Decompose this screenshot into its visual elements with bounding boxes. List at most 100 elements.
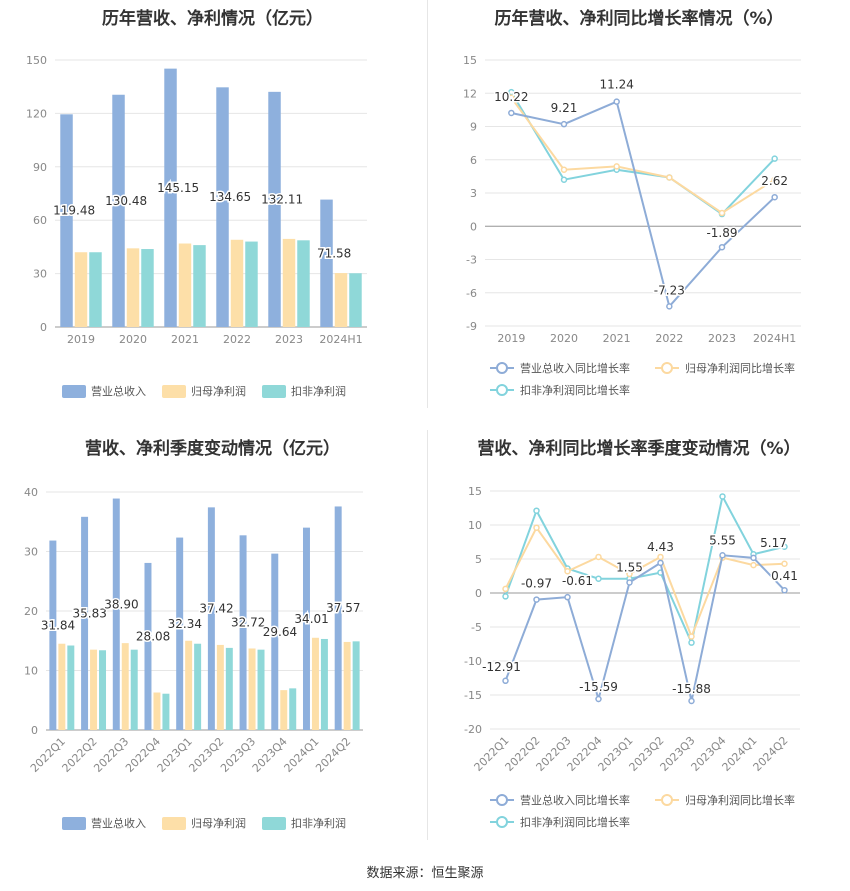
bar <box>130 649 138 730</box>
data-point <box>657 553 664 561</box>
series-line <box>504 525 785 640</box>
y-tick-label: 30 <box>33 268 47 281</box>
x-tick-label: 2022 <box>223 333 251 346</box>
y-tick-label: 5 <box>475 553 482 566</box>
bar-value-label: 35.83 <box>73 606 107 620</box>
y-tick-label: 20 <box>24 605 38 618</box>
bar <box>90 649 98 730</box>
bar <box>178 243 192 327</box>
data-point <box>502 677 509 685</box>
bar <box>239 535 247 730</box>
legend-swatch <box>162 817 186 830</box>
bar-value-label: 29.64 <box>263 625 297 639</box>
bar-value-label: 130.48 <box>105 194 147 208</box>
legend-marker <box>496 794 508 806</box>
series-line <box>510 97 776 215</box>
legend-label: 营业总收入同比增长率 <box>520 361 630 375</box>
bar <box>320 199 333 327</box>
bar-value-label: 32.34 <box>168 617 202 631</box>
data-point <box>719 552 726 559</box>
data-point <box>771 155 778 162</box>
legend-label: 归母净利润 <box>191 384 246 398</box>
chart-title: 历年营收、净利同比增长率情况（%） <box>494 9 784 29</box>
y-tick-label: 6 <box>470 154 477 167</box>
y-tick-label: 15 <box>463 54 477 67</box>
chart-title: 营收、净利同比增长率季度变动情况（%） <box>477 439 801 459</box>
data-point <box>719 493 726 500</box>
x-tick-label: 2023 <box>708 332 736 345</box>
data-point <box>560 166 568 173</box>
legend-swatch <box>62 817 86 830</box>
data-point <box>688 633 695 640</box>
bar-value-label: 32.72 <box>231 616 265 630</box>
bar <box>248 648 256 730</box>
chart-title: 营收、净利季度变动情况（亿元） <box>85 439 340 459</box>
bar <box>99 650 107 730</box>
bar <box>49 540 57 730</box>
bar <box>320 638 328 730</box>
bar <box>257 649 265 730</box>
data-label: -0.61 <box>562 574 593 588</box>
legend-marker <box>496 816 508 828</box>
data-label: -0.97 <box>521 577 552 591</box>
x-tick-label: 2020 <box>119 333 147 346</box>
y-tick-label: -20 <box>464 723 482 736</box>
y-tick-label: -9 <box>466 320 477 333</box>
y-tick-label: 30 <box>24 546 38 559</box>
y-tick-label: 9 <box>470 121 477 134</box>
data-point <box>688 639 695 646</box>
bar-value-label: 134.65 <box>209 190 251 204</box>
x-tick-label: 2020 <box>550 332 578 345</box>
legend-label: 营业总收入 <box>91 384 146 398</box>
bar <box>207 507 215 730</box>
bar <box>121 643 129 730</box>
y-tick-label: 90 <box>33 161 47 174</box>
bar <box>81 516 89 730</box>
data-point <box>771 193 778 201</box>
bar <box>216 644 224 730</box>
data-point <box>613 98 620 105</box>
legend-marker <box>496 384 508 396</box>
bar <box>268 91 281 327</box>
bar <box>112 498 120 730</box>
data-point <box>564 593 571 601</box>
data-point <box>657 559 664 567</box>
data-point <box>750 561 757 569</box>
bar <box>141 249 154 327</box>
quarterly-bar-chart: 0102030402022Q12022Q22022Q32022Q42023Q12… <box>24 486 363 830</box>
series-line <box>511 100 776 309</box>
x-tick-label: 2019 <box>497 332 525 345</box>
bar <box>334 506 342 730</box>
bar <box>280 690 288 730</box>
y-tick-label: 15 <box>468 485 482 498</box>
y-tick-label: 0 <box>40 321 47 334</box>
data-point <box>666 174 673 181</box>
annual-bar-panel: 历年营收、净利情况（亿元） 0 30 60 90 120 150 2019 2020 2021 2… <box>0 0 425 410</box>
bar <box>164 68 177 328</box>
bar-value-label: 34.01 <box>294 612 328 626</box>
data-point <box>564 567 571 575</box>
data-label: -15.88 <box>672 682 711 696</box>
series-line <box>504 493 785 646</box>
y-tick-label: -5 <box>471 621 482 634</box>
legend-label: 归母净利润同比增长率 <box>685 793 795 807</box>
data-point <box>688 697 695 705</box>
data-point <box>718 209 726 217</box>
data-label: -12.91 <box>482 660 521 674</box>
data-label: 5.17 <box>760 536 787 550</box>
bar-value-label: 71.58 <box>317 246 351 260</box>
data-point <box>626 570 633 578</box>
data-point <box>666 303 673 310</box>
chart-title: 历年营收、净利情况（亿元） <box>102 9 323 29</box>
bar-value-label: 28.08 <box>136 629 170 643</box>
data-label: -15.59 <box>579 680 618 694</box>
bar <box>343 641 351 730</box>
bar <box>185 640 193 730</box>
bar <box>194 643 202 730</box>
data-point <box>718 243 726 251</box>
y-tick-label: 0 <box>475 587 482 600</box>
data-point <box>533 596 540 603</box>
bar-value-label: 145.15 <box>157 181 199 195</box>
bar-value-label: 31.84 <box>41 618 75 632</box>
y-tick-label: 0 <box>31 724 38 737</box>
